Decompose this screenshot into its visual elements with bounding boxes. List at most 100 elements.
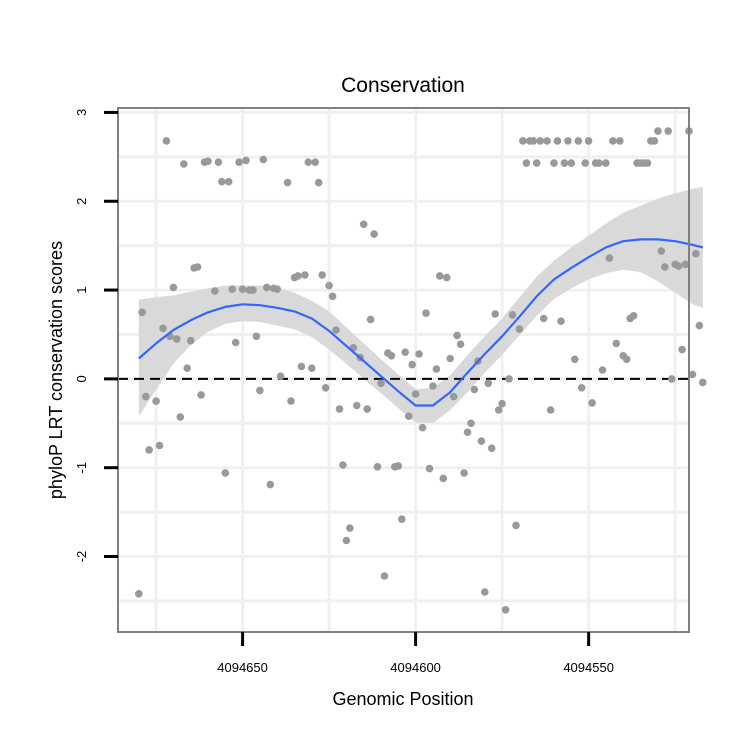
data-point [571,355,579,364]
data-point [256,386,264,395]
data-point [287,397,295,405]
data-point [553,137,562,145]
data-point [186,336,195,345]
data-point [460,469,468,477]
data-point [242,156,250,165]
data-point [512,521,520,530]
data-point [318,271,327,279]
data-point [249,286,257,294]
data-point [602,159,610,167]
smooth-line-group [138,238,704,407]
y-tick-label: 1 [74,286,89,293]
data-point [235,158,243,166]
data-point [221,469,230,477]
data-point [380,572,389,580]
grid-lines [118,108,689,632]
data-point [539,314,548,323]
data-point [688,370,697,379]
axes: 4094650 4094600 4094550 -2 -1 0 1 2 3 [74,109,614,675]
data-point [584,137,593,145]
data-point [422,309,430,318]
data-point [308,364,316,373]
data-point [550,159,558,167]
data-point [231,338,240,347]
data-point [294,272,302,280]
data-points [135,127,707,614]
data-point [491,310,500,318]
data-point [543,137,551,145]
data-point [449,392,458,401]
data-point [699,378,707,387]
data-point [439,474,448,483]
data-point [501,606,510,614]
data-point [366,315,375,324]
data-point [162,137,171,145]
data-point [321,384,330,392]
data-point [218,177,226,186]
data-point [180,160,188,168]
data-point [443,273,451,282]
data-point [135,590,143,598]
y-tick-label: 2 [74,198,89,205]
data-point [204,157,212,166]
data-point [654,127,662,135]
data-point [263,283,271,292]
data-point [609,137,617,145]
data-point [574,137,583,145]
data-point [425,464,434,473]
data-point [532,159,541,167]
data-point [467,419,475,428]
data-point [581,159,589,167]
data-point [629,312,638,320]
data-point [508,311,517,319]
data-point [643,159,652,167]
data-point [650,137,659,145]
data-point [359,220,368,229]
data-point [657,247,666,255]
plot-frame [117,107,690,633]
data-point [577,384,586,392]
data-point [481,588,489,596]
data-point [536,137,544,145]
data-point [567,159,576,167]
data-point [252,332,261,341]
data-point [411,390,420,398]
data-point [155,441,164,450]
data-point [176,413,185,421]
data-point [398,515,406,523]
data-point [557,317,565,326]
data-point [463,428,472,437]
data-point [622,355,631,364]
data-point [695,321,704,330]
data-point [273,285,282,294]
data-point [598,366,607,374]
data-point [546,406,555,414]
data-point [692,249,700,258]
data-point [453,331,461,340]
data-point [169,283,178,292]
confidence-ribbon [138,187,703,424]
data-point [297,362,306,371]
data-point [415,350,423,358]
data-point [173,335,181,343]
data-point [477,437,486,445]
data-point [373,463,382,471]
data-point [664,127,672,135]
data-point [494,406,503,414]
data-point [560,159,569,167]
data-point [588,399,596,407]
data-point [612,339,621,348]
data-point [304,158,313,166]
data-point [266,480,275,489]
data-point [197,391,205,399]
data-point [401,348,410,357]
data-point [325,281,333,290]
data-point [595,159,603,167]
data-point [487,444,496,453]
data-point [529,137,538,145]
data-point [436,272,444,280]
data-point [211,287,219,295]
data-point [377,379,385,388]
data-point [519,137,527,145]
data-point [522,159,531,167]
